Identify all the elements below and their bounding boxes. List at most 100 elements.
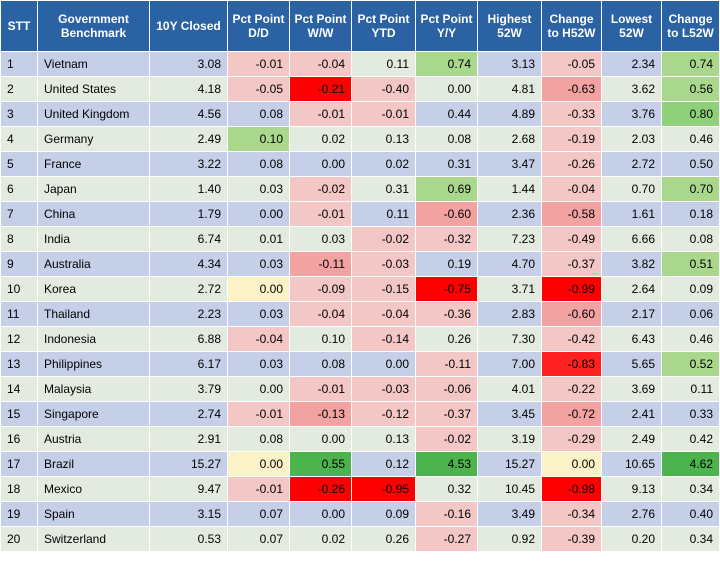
table-row[interactable]: 20 Switzerland 0.53 0.07 0.02 0.26 -0.27 0.92 -0…	[0, 526, 720, 552]
cell-pct-dd: 0.03	[227, 301, 290, 327]
cell-pct-yy: 4.53	[415, 451, 478, 477]
cell-country: United States	[37, 76, 150, 102]
cell-pct-dd: 0.08	[227, 101, 290, 127]
cell-change-h52w: -0.98	[541, 476, 602, 502]
cell-change-l52w: 0.08	[661, 226, 720, 252]
cell-country: Japan	[37, 176, 150, 202]
cell-10y-closed: 0.53	[149, 526, 228, 552]
cell-change-l52w: 0.46	[661, 326, 720, 352]
cell-change-h52w: -0.49	[541, 226, 602, 252]
cell-change-h52w: -0.42	[541, 326, 602, 352]
cell-pct-yy: 0.26	[415, 326, 478, 352]
cell-10y-closed: 3.79	[149, 376, 228, 402]
cell-pct-ww: -0.01	[289, 101, 352, 127]
table-row[interactable]: 10 Korea 2.72 0.00 -0.09 -0.15 -0.75 3.71 -0.99 2…	[0, 276, 720, 302]
cell-pct-ytd: 0.13	[351, 126, 416, 152]
cell-country: Philippines	[37, 351, 150, 377]
table-row[interactable]: 18 Mexico 9.47 -0.01 -0.26 -0.95 0.32 10.45 -0.9…	[0, 476, 720, 502]
table-row[interactable]: 8 India 6.74 0.01 0.03 -0.02 -0.32 7.23 -0.49 6.6…	[0, 226, 720, 252]
cell-pct-dd: 0.03	[227, 351, 290, 377]
cell-highest-52w: 1.44	[477, 176, 542, 202]
header-stt[interactable]: STT	[0, 0, 38, 52]
cell-stt: 9	[0, 251, 38, 277]
table-row[interactable]: 19 Spain 3.15 0.07 0.00 0.09 -0.16 3.49 -0.34 2.7…	[0, 501, 720, 527]
cell-pct-ww: 0.00	[289, 501, 352, 527]
table-row[interactable]: 3 United Kingdom 4.56 0.08 -0.01 -0.01 0.44 4.8…	[0, 101, 720, 127]
cell-change-h52w: -0.37	[541, 251, 602, 277]
cell-lowest-52w: 2.72	[601, 151, 662, 177]
cell-country: Austria	[37, 426, 150, 452]
cell-pct-ytd: 0.02	[351, 151, 416, 177]
cell-pct-dd: 0.03	[227, 251, 290, 277]
table-row[interactable]: 4 Germany 2.49 0.10 0.02 0.13 0.08 2.68 -0.19 2.0…	[0, 126, 720, 152]
cell-stt: 11	[0, 301, 38, 327]
header-pct-point-yy[interactable]: Pct Point Y/Y	[415, 0, 478, 52]
cell-change-h52w: -0.34	[541, 501, 602, 527]
cell-pct-dd: -0.01	[227, 51, 290, 77]
table-row[interactable]: 16 Austria 2.91 0.08 0.00 0.13 -0.02 3.19 -0.29 2…	[0, 426, 720, 452]
cell-lowest-52w: 3.82	[601, 251, 662, 277]
cell-10y-closed: 6.17	[149, 351, 228, 377]
cell-pct-ww: -0.11	[289, 251, 352, 277]
cell-10y-closed: 15.27	[149, 451, 228, 477]
header-10y-closed[interactable]: 10Y Closed	[149, 0, 228, 52]
header-lowest-52w[interactable]: Lowest 52W	[601, 0, 662, 52]
cell-pct-ytd: -0.95	[351, 476, 416, 502]
cell-highest-52w: 3.49	[477, 501, 542, 527]
table-row[interactable]: 5 France 3.22 0.08 0.00 0.02 0.31 3.47 -0.26 2.72…	[0, 151, 720, 177]
header-government-benchmark[interactable]: Government Benchmark	[37, 0, 150, 52]
cell-pct-ytd: -0.01	[351, 101, 416, 127]
table-row[interactable]: 11 Thailand 2.23 0.03 -0.04 -0.04 -0.36 2.83 -0.…	[0, 301, 720, 327]
cell-change-l52w: 0.70	[661, 176, 720, 202]
table-row[interactable]: 15 Singapore 2.74 -0.01 -0.13 -0.12 -0.37 3.45-…	[0, 401, 720, 427]
table-row[interactable]: 12 Indonesia 6.88 -0.04 0.10 -0.14 0.26 7.30 -0.…	[0, 326, 720, 352]
cell-pct-yy: 0.00	[415, 76, 478, 102]
cell-country: Australia	[37, 251, 150, 277]
cell-10y-closed: 3.15	[149, 501, 228, 527]
cell-pct-yy: -0.37	[415, 401, 478, 427]
cell-pct-yy: -0.32	[415, 226, 478, 252]
cell-country: Germany	[37, 126, 150, 152]
table-row[interactable]: 7 China 1.79 0.00 -0.01 0.11 -0.60 2.36 -0.58 1.6…	[0, 201, 720, 227]
header-change-to-h52w[interactable]: Change to H52W	[541, 0, 602, 52]
cell-10y-closed: 2.72	[149, 276, 228, 302]
table-row[interactable]: 17 Brazil 15.27 0.00 0.55 0.12 4.53 15.27 0.00 10…	[0, 451, 720, 477]
cell-change-l52w: 0.18	[661, 201, 720, 227]
cell-country: Switzerland	[37, 526, 150, 552]
cell-lowest-52w: 3.69	[601, 376, 662, 402]
cell-highest-52w: 7.00	[477, 351, 542, 377]
table-row[interactable]: 6 Japan 1.40 0.03 -0.02 0.31 0.69 1.44 -0.04 0.70…	[0, 176, 720, 202]
table-row[interactable]: 9 Australia 4.34 0.03 -0.11 -0.03 0.19 4.70 -0.3…	[0, 251, 720, 277]
cell-highest-52w: 3.45	[477, 401, 542, 427]
cell-pct-yy: 0.08	[415, 126, 478, 152]
cell-pct-ww: -0.13	[289, 401, 352, 427]
cell-10y-closed: 4.18	[149, 76, 228, 102]
cell-stt: 13	[0, 351, 38, 377]
cell-stt: 14	[0, 376, 38, 402]
cell-pct-dd: -0.01	[227, 476, 290, 502]
header-pct-point-ww[interactable]: Pct Point W/W	[289, 0, 352, 52]
cell-pct-ww: 0.00	[289, 426, 352, 452]
cell-lowest-52w: 2.17	[601, 301, 662, 327]
cell-country: China	[37, 201, 150, 227]
table-row[interactable]: 13 Philippines 6.17 0.03 0.08 0.00 -0.11 7.00 -0…	[0, 351, 720, 377]
header-change-to-l52w[interactable]: Change to L52W	[661, 0, 720, 52]
cell-stt: 20	[0, 526, 38, 552]
cell-pct-ww: 0.10	[289, 326, 352, 352]
header-pct-point-dd[interactable]: Pct Point D/D	[227, 0, 290, 52]
header-pct-point-ytd[interactable]: Pct Point YTD	[351, 0, 416, 52]
cell-pct-ytd: -0.15	[351, 276, 416, 302]
cell-lowest-52w: 2.34	[601, 51, 662, 77]
cell-change-h52w: 0.00	[541, 451, 602, 477]
cell-10y-closed: 2.49	[149, 126, 228, 152]
cell-country: Singapore	[37, 401, 150, 427]
table-row[interactable]: 1 Vietnam 3.08 -0.01 -0.04 0.11 0.74 3.13 -0.05 2…	[0, 51, 720, 77]
table-row[interactable]: 14 Malaysia 3.79 0.00 -0.01 -0.03 -0.06 4.01 -0.…	[0, 376, 720, 402]
cell-country: Korea	[37, 276, 150, 302]
cell-pct-ww: 0.00	[289, 151, 352, 177]
header-highest-52w[interactable]: Highest 52W	[477, 0, 542, 52]
cell-stt: 15	[0, 401, 38, 427]
cell-pct-ytd: 0.31	[351, 176, 416, 202]
cell-highest-52w: 3.47	[477, 151, 542, 177]
table-row[interactable]: 2 United States 4.18 -0.05 -0.21 -0.40 0.00 4.8…	[0, 76, 720, 102]
